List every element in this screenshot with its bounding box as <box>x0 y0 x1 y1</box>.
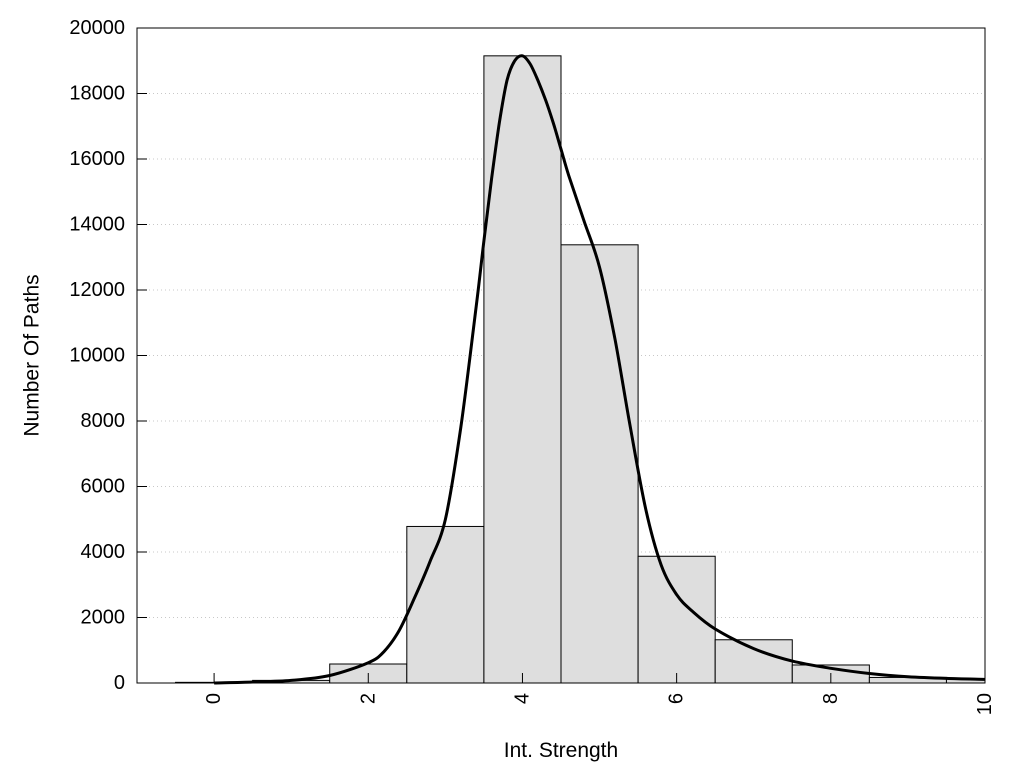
y-tick-label: 10000 <box>69 345 125 367</box>
y-tick-label: 8000 <box>81 410 126 432</box>
x-tick-label: 10 <box>974 693 996 715</box>
y-axis-ticks: 0 2000 4000 6000 8000 10000 12000 14000 16000 180… <box>69 17 147 694</box>
fit-curve <box>214 54 986 685</box>
y-tick-label: 14000 <box>69 214 125 236</box>
x-axis-ticks: 0 2 4 6 8 10 <box>203 673 996 715</box>
y-tick-label: 16000 <box>69 148 125 170</box>
y-tick-label: 20000 <box>69 17 125 39</box>
histogram-bar <box>714 639 793 684</box>
y-tick-label: 18000 <box>69 83 125 105</box>
x-tick-label: 6 <box>666 693 688 704</box>
x-axis-label: Int. Strength <box>504 739 618 762</box>
y-tick-label: 2000 <box>81 607 126 629</box>
histogram-bar <box>406 525 485 684</box>
x-tick-label: 8 <box>820 693 842 704</box>
fit-curve-group <box>214 54 986 685</box>
x-tick-label: 0 <box>203 693 225 704</box>
histogram-bar <box>560 244 639 684</box>
y-tick-label: 4000 <box>81 541 126 563</box>
y-tick-label: 12000 <box>69 279 125 301</box>
y-axis-label: Number Of Paths <box>21 274 44 436</box>
y-tick-label: 6000 <box>81 476 126 498</box>
x-tick-label: 2 <box>357 693 379 704</box>
histogram-bars <box>175 55 986 684</box>
y-tick-label: 0 <box>114 672 125 694</box>
x-tick-label: 4 <box>511 693 533 704</box>
